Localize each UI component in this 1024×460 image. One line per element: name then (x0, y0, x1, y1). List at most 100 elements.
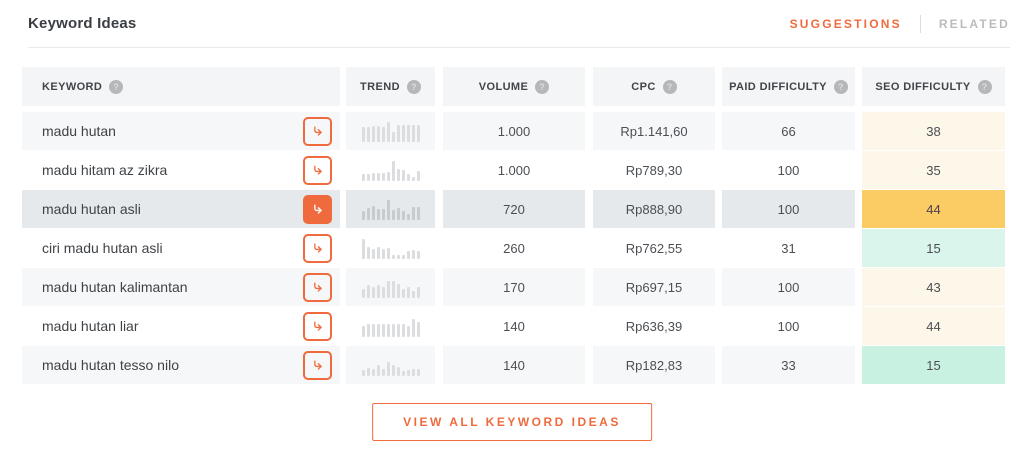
keyword-cell: madu hutan (22, 112, 340, 151)
tab-related[interactable]: RELATED (938, 16, 1010, 31)
trend-cell (346, 346, 435, 385)
arrow-right-icon (313, 282, 322, 292)
keyword-cell: ciri madu hutan asli (22, 229, 340, 268)
trend-cell (346, 268, 435, 307)
paid-difficulty-value: 100 (722, 190, 855, 229)
keyword-label: ciri madu hutan asli (42, 240, 163, 256)
column-header-volume: VOLUME ? (443, 67, 585, 107)
paid-difficulty-value: 100 (722, 307, 855, 346)
paid-difficulty-value: 100 (722, 151, 855, 190)
help-icon[interactable]: ? (662, 79, 677, 94)
keyword-cell: madu hutan liar (22, 307, 340, 346)
volume-value: 260 (443, 229, 585, 268)
page-title: Keyword Ideas (28, 15, 137, 32)
table-row[interactable]: madu hutan asli 720 Rp888,90 100 44 (22, 190, 1005, 229)
column-header-cpc: CPC ? (593, 67, 715, 107)
cpc-value: Rp1.141,60 (593, 112, 715, 151)
trend-sparkline (361, 237, 420, 259)
table-row[interactable]: madu hutan kalimantan 170 Rp697,15 100 4… (22, 268, 1005, 307)
tab-suggestions[interactable]: SUGGESTIONS (789, 16, 902, 31)
trend-cell (346, 229, 435, 268)
help-icon[interactable]: ? (977, 79, 992, 94)
seo-difficulty-value: 38 (862, 112, 1005, 151)
trend-sparkline (361, 198, 420, 220)
keyword-cell: madu hutan tesso nilo (22, 346, 340, 385)
arrow-right-icon (313, 243, 322, 253)
trend-cell (346, 307, 435, 346)
open-keyword-arrow-button[interactable] (303, 233, 332, 263)
arrow-right-icon (313, 204, 322, 214)
open-keyword-arrow-button[interactable] (303, 350, 332, 380)
help-icon[interactable]: ? (833, 79, 848, 94)
cpc-value: Rp762,55 (593, 229, 715, 268)
column-header-keyword: KEYWORD ? (22, 67, 340, 107)
column-header-trend: TREND ? (346, 67, 435, 107)
keyword-label: madu hutan asli (42, 201, 141, 217)
arrow-right-icon (313, 126, 322, 136)
arrow-right-icon (313, 360, 322, 370)
volume-value: 1.000 (443, 151, 585, 190)
keyword-label: madu hutan kalimantan (42, 279, 188, 295)
keyword-cell: madu hitam az zikra (22, 151, 340, 190)
help-icon[interactable]: ? (109, 79, 124, 94)
seo-difficulty-value: 43 (862, 268, 1005, 307)
trend-cell (346, 190, 435, 229)
column-header-seo-difficulty: SEO DIFFICULTY ? (862, 67, 1005, 107)
column-header-paid-difficulty: PAID DIFFICULTY ? (722, 67, 855, 107)
paid-difficulty-value: 100 (722, 268, 855, 307)
cpc-value: Rp182,83 (593, 346, 715, 385)
trend-cell (346, 151, 435, 190)
seo-difficulty-value: 44 (862, 307, 1005, 346)
help-icon[interactable]: ? (535, 79, 550, 94)
arrow-right-icon (313, 321, 322, 331)
cpc-value: Rp789,30 (593, 151, 715, 190)
table-row[interactable]: madu hitam az zikra 1.000 Rp789,30 100 3… (22, 151, 1005, 190)
volume-value: 170 (443, 268, 585, 307)
keyword-cell: madu hutan asli (22, 190, 340, 229)
panel-header: Keyword Ideas SUGGESTIONS RELATED (28, 0, 1010, 48)
trend-sparkline (361, 315, 420, 337)
volume-value: 1.000 (443, 112, 585, 151)
open-keyword-arrow-button[interactable] (303, 311, 332, 341)
table-row[interactable]: madu hutan tesso nilo 140 Rp182,83 33 15 (22, 346, 1005, 385)
table-row[interactable]: madu hutan 1.000 Rp1.141,60 66 38 (22, 112, 1005, 151)
help-icon[interactable]: ? (406, 79, 421, 94)
table-header-row: KEYWORD ? TREND ? VOLUME ? CPC ? PAID DI… (22, 67, 1005, 107)
keyword-label: madu hutan tesso nilo (42, 357, 179, 373)
arrow-right-icon (313, 165, 322, 175)
table-row[interactable]: ciri madu hutan asli 260 Rp762,55 31 15 (22, 229, 1005, 268)
trend-cell (346, 112, 435, 151)
trend-sparkline (361, 354, 420, 376)
keyword-label: madu hutan liar (42, 318, 139, 334)
paid-difficulty-value: 66 (722, 112, 855, 151)
seo-difficulty-value: 15 (862, 229, 1005, 268)
volume-value: 140 (443, 307, 585, 346)
cpc-value: Rp888,90 (593, 190, 715, 229)
open-keyword-arrow-button[interactable] (303, 116, 332, 146)
tab-bar: SUGGESTIONS RELATED (789, 14, 1010, 33)
table-row[interactable]: madu hutan liar 140 Rp636,39 100 44 (22, 307, 1005, 346)
cpc-value: Rp636,39 (593, 307, 715, 346)
paid-difficulty-value: 31 (722, 229, 855, 268)
volume-value: 720 (443, 190, 585, 229)
table-body: madu hutan 1.000 Rp1.141,60 66 38 madu h… (22, 112, 1005, 385)
view-all-keyword-ideas-button[interactable]: VIEW ALL KEYWORD IDEAS (372, 403, 652, 441)
paid-difficulty-value: 33 (722, 346, 855, 385)
seo-difficulty-value: 44 (862, 190, 1005, 229)
keyword-ideas-table: KEYWORD ? TREND ? VOLUME ? CPC ? PAID DI… (22, 67, 1005, 385)
seo-difficulty-value: 35 (862, 151, 1005, 190)
trend-sparkline (361, 159, 420, 181)
open-keyword-arrow-button[interactable] (303, 272, 332, 302)
trend-sparkline (361, 120, 420, 142)
cpc-value: Rp697,15 (593, 268, 715, 307)
seo-difficulty-value: 15 (862, 346, 1005, 385)
open-keyword-arrow-button[interactable] (303, 194, 332, 224)
tab-separator (919, 14, 921, 33)
keyword-cell: madu hutan kalimantan (22, 268, 340, 307)
keyword-label: madu hitam az zikra (42, 162, 168, 178)
open-keyword-arrow-button[interactable] (303, 155, 332, 185)
keyword-label: madu hutan (42, 123, 116, 139)
volume-value: 140 (443, 346, 585, 385)
trend-sparkline (361, 276, 420, 298)
